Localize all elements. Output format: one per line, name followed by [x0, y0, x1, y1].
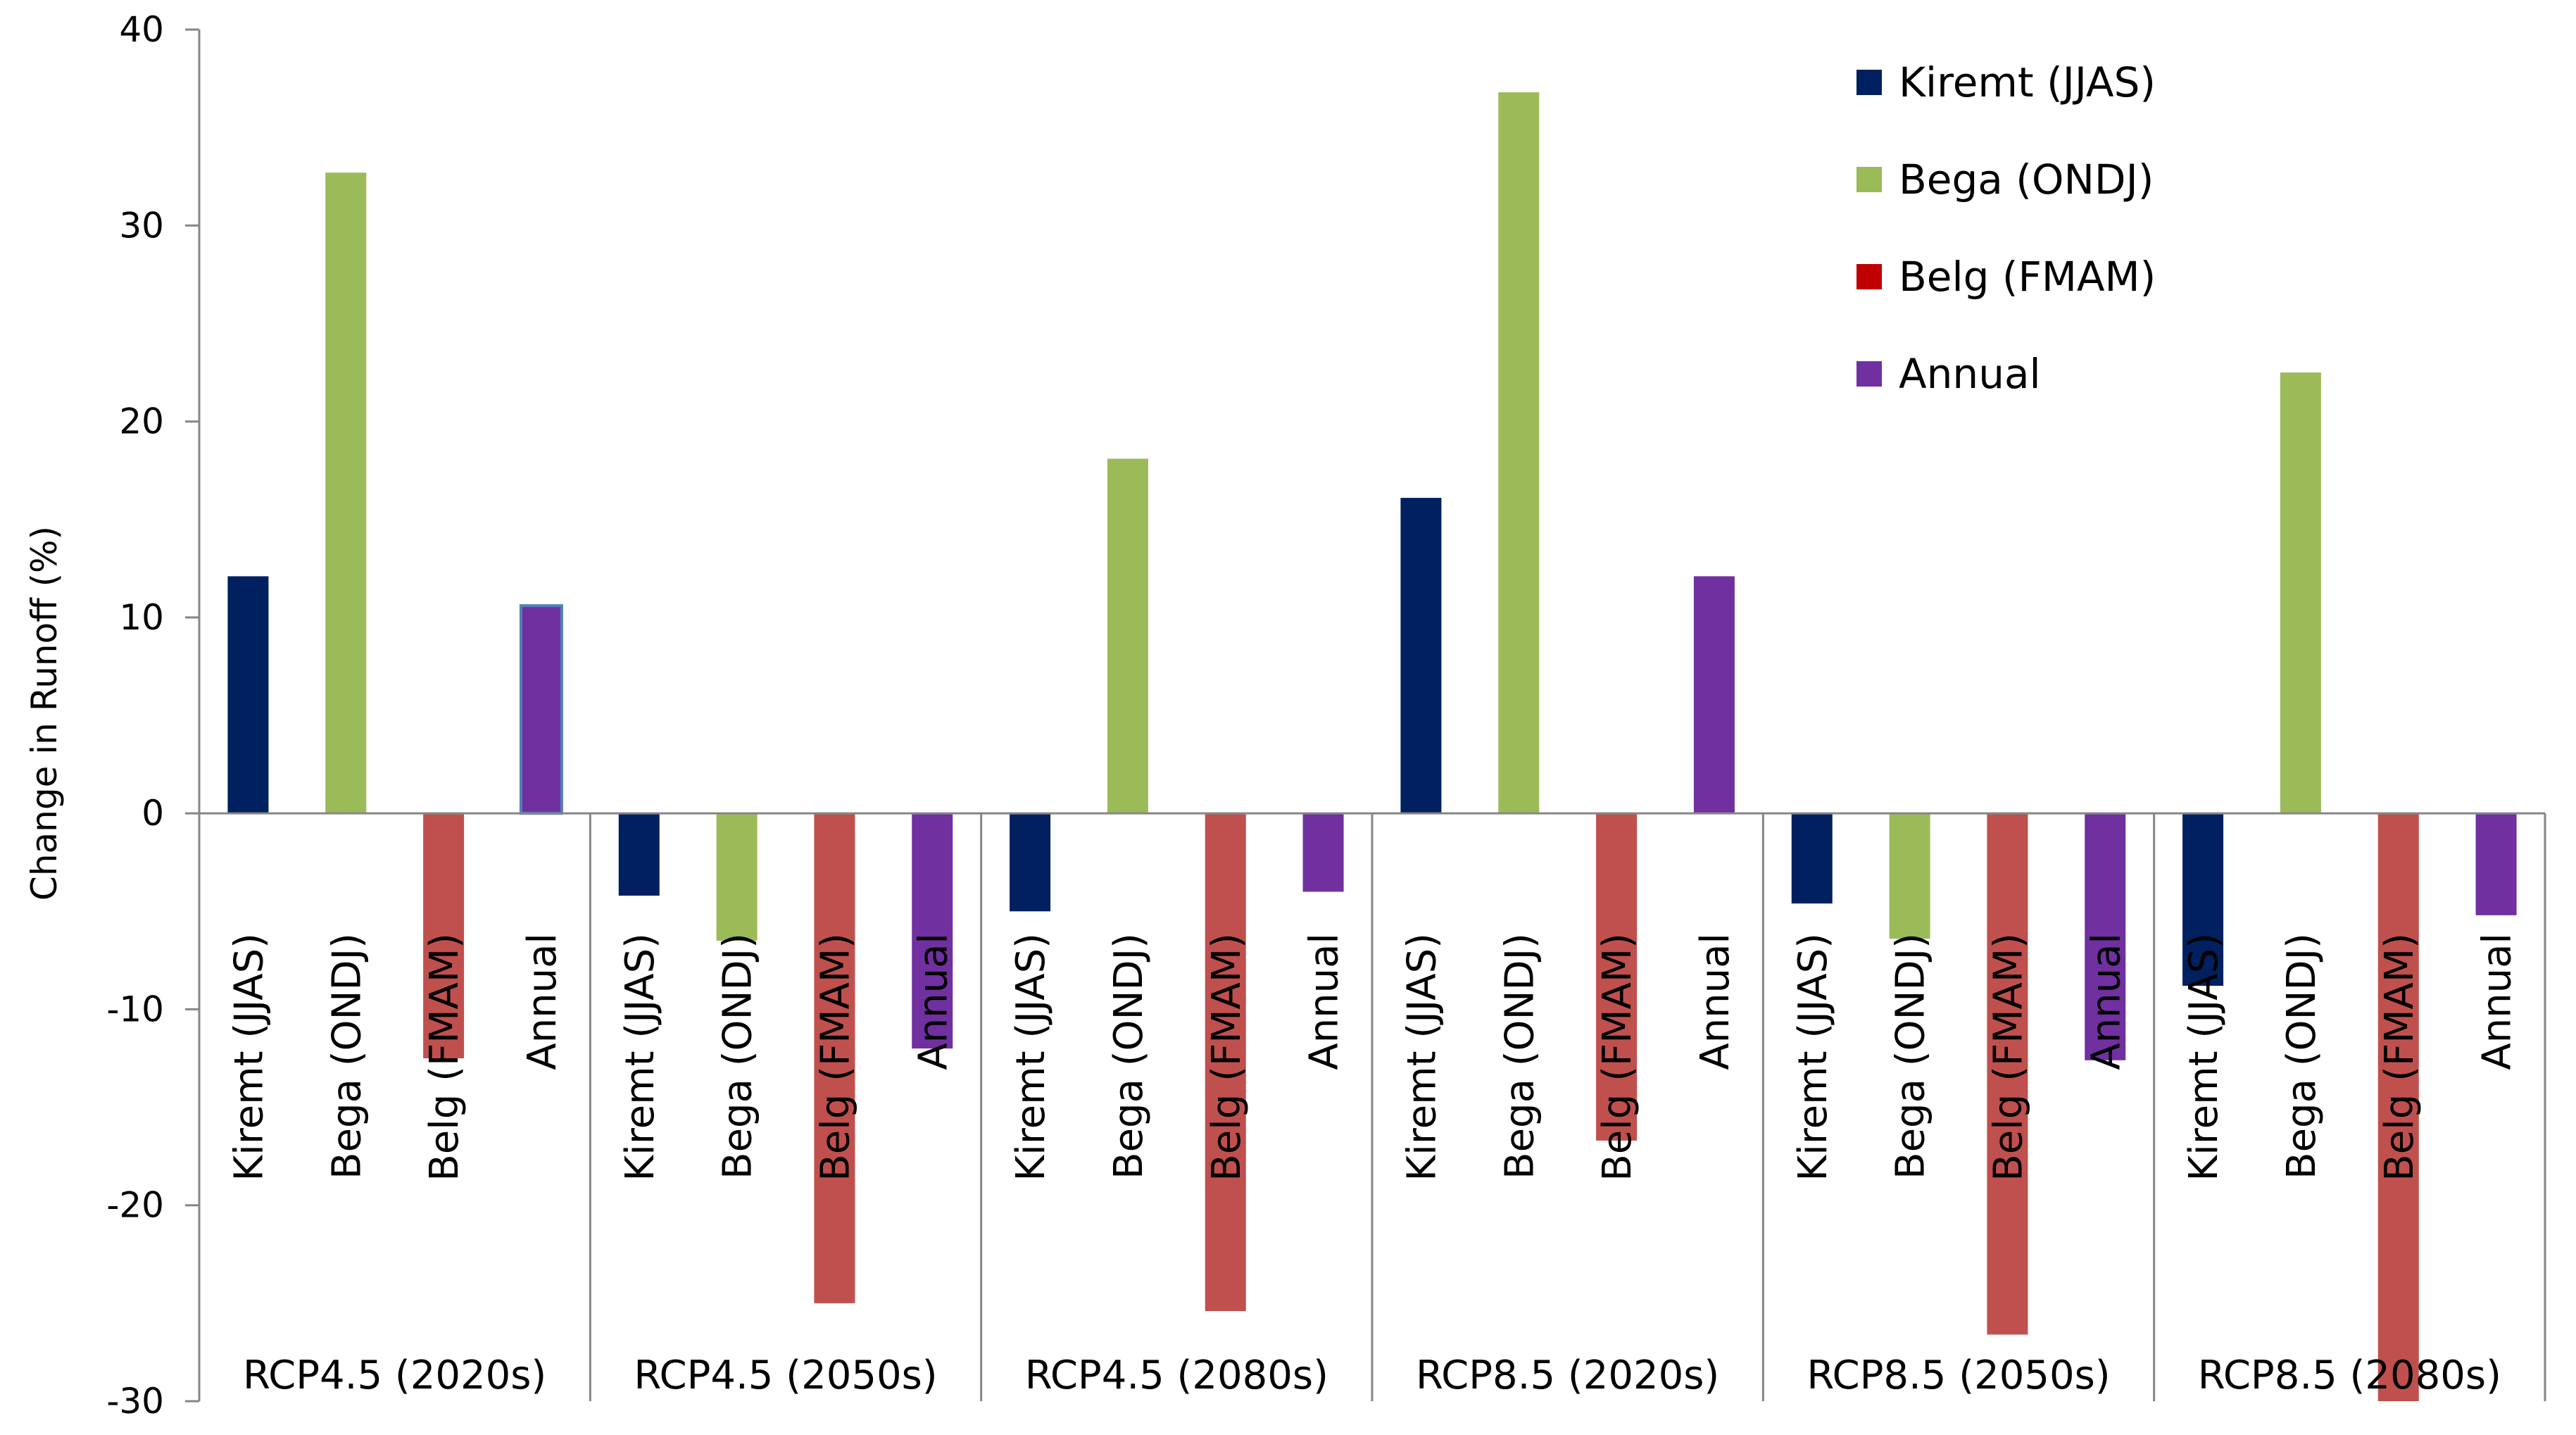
bars-layer [227, 92, 2517, 1401]
chart-legend: Kiremt (JJAS) Bega (ONDJ) Belg (FMAM) Annua… [1856, 58, 2156, 398]
category-label: Bega (ONDJ) [1106, 933, 1152, 1179]
category-label: Kiremt (JJAS) [226, 933, 272, 1181]
legend-entry-label: Bega (ONDJ) [1899, 156, 2154, 203]
legend-entry-label: Annual [1899, 350, 2041, 398]
bar-0-2 [423, 813, 465, 1058]
axes-layer [185, 28, 2546, 1403]
bar-5-1 [2280, 372, 2321, 814]
legend-swatch-2 [1856, 264, 1882, 289]
bar-5-2 [2377, 813, 2419, 1401]
category-label: Annual [520, 933, 565, 1070]
category-label: Kiremt (JJAS) [1399, 933, 1445, 1181]
category-label: Annual [2083, 933, 2129, 1070]
y-tick-label: 30 [119, 205, 164, 246]
bar-1-2 [814, 813, 855, 1303]
bar-4-3 [2085, 813, 2126, 1060]
category-label: Bega (ONDJ) [1497, 933, 1543, 1179]
category-label: Belg (FMAM) [422, 933, 467, 1182]
y-tick-label: 40 [119, 9, 164, 50]
category-label: Belg (FMAM) [812, 933, 858, 1182]
category-label: Bega (ONDJ) [1888, 933, 1934, 1179]
bar-1-0 [618, 813, 660, 896]
y-tick-label: 10 [119, 597, 164, 638]
bar-4-2 [1987, 813, 2028, 1335]
bar-2-3 [1302, 813, 1344, 892]
category-label: Belg (FMAM) [1985, 933, 2031, 1182]
legend-swatch-1 [1856, 167, 1882, 192]
bar-4-0 [1791, 813, 1833, 904]
bar-0-1 [325, 173, 367, 814]
group-label: RCP4.5 (2020s) [243, 1353, 546, 1398]
bar-3-2 [1596, 813, 1638, 1141]
bar-3-1 [1498, 92, 1540, 814]
group-label: RCP8.5 (2050s) [1807, 1353, 2110, 1398]
bar-2-1 [1107, 458, 1148, 814]
category-label: Kiremt (JJAS) [1790, 933, 1836, 1181]
bar-3-0 [1400, 498, 1442, 814]
bar-5-0 [2182, 813, 2224, 986]
category-label: Annual [910, 933, 956, 1070]
bar-4-1 [1889, 813, 1930, 939]
category-label: Belg (FMAM) [1204, 933, 1250, 1182]
category-label: Annual [1692, 933, 1738, 1070]
category-label: Annual [2475, 933, 2520, 1070]
category-label: Bega (ONDJ) [324, 933, 370, 1179]
y-tick-label: 0 [142, 793, 164, 834]
bar-1-1 [716, 813, 758, 941]
y-axis-label: Change in Runoff (%) [24, 526, 65, 901]
bar-2-0 [1010, 813, 1051, 912]
bar-0-3 [519, 604, 563, 815]
group-label: RCP4.5 (2080s) [1025, 1353, 1328, 1398]
legend-swatch-3 [1856, 361, 1882, 387]
category-label: Kiremt (JJAS) [1008, 933, 1054, 1181]
y-tick-label: -20 [106, 1185, 164, 1226]
legend-swatch-0 [1856, 70, 1882, 95]
legend-entry-label: Belg (FMAM) [1899, 253, 2156, 301]
category-label: Kiremt (JJAS) [2181, 933, 2227, 1181]
category-label: Kiremt (JJAS) [617, 933, 663, 1181]
group-label: RCP8.5 (2020s) [1416, 1353, 1719, 1398]
bar-3-3 [1693, 576, 1735, 814]
group-label: RCP4.5 (2050s) [634, 1353, 937, 1398]
category-label: Bega (ONDJ) [715, 933, 761, 1179]
y-tick-label: -30 [106, 1381, 164, 1422]
category-label: Bega (ONDJ) [2279, 933, 2325, 1179]
bar-2-2 [1205, 813, 1246, 1311]
y-tick-label: 20 [119, 401, 164, 442]
bar-5-3 [2475, 813, 2517, 915]
category-label: Belg (FMAM) [2377, 933, 2423, 1182]
labels-layer: 40 30 20 10 0 -10 -20 -30 Kiremt (JJAS) Bega (OND… [106, 9, 2520, 1422]
category-label: Annual [1302, 933, 1347, 1070]
group-label: RCP8.5 (2080s) [2198, 1353, 2501, 1398]
y-tick-label: -10 [106, 989, 164, 1029]
bar-1-3 [912, 813, 953, 1049]
category-label: Belg (FMAM) [1595, 933, 1640, 1182]
legend-entry-label: Kiremt (JJAS) [1899, 58, 2156, 106]
bar-0-0 [227, 576, 269, 814]
